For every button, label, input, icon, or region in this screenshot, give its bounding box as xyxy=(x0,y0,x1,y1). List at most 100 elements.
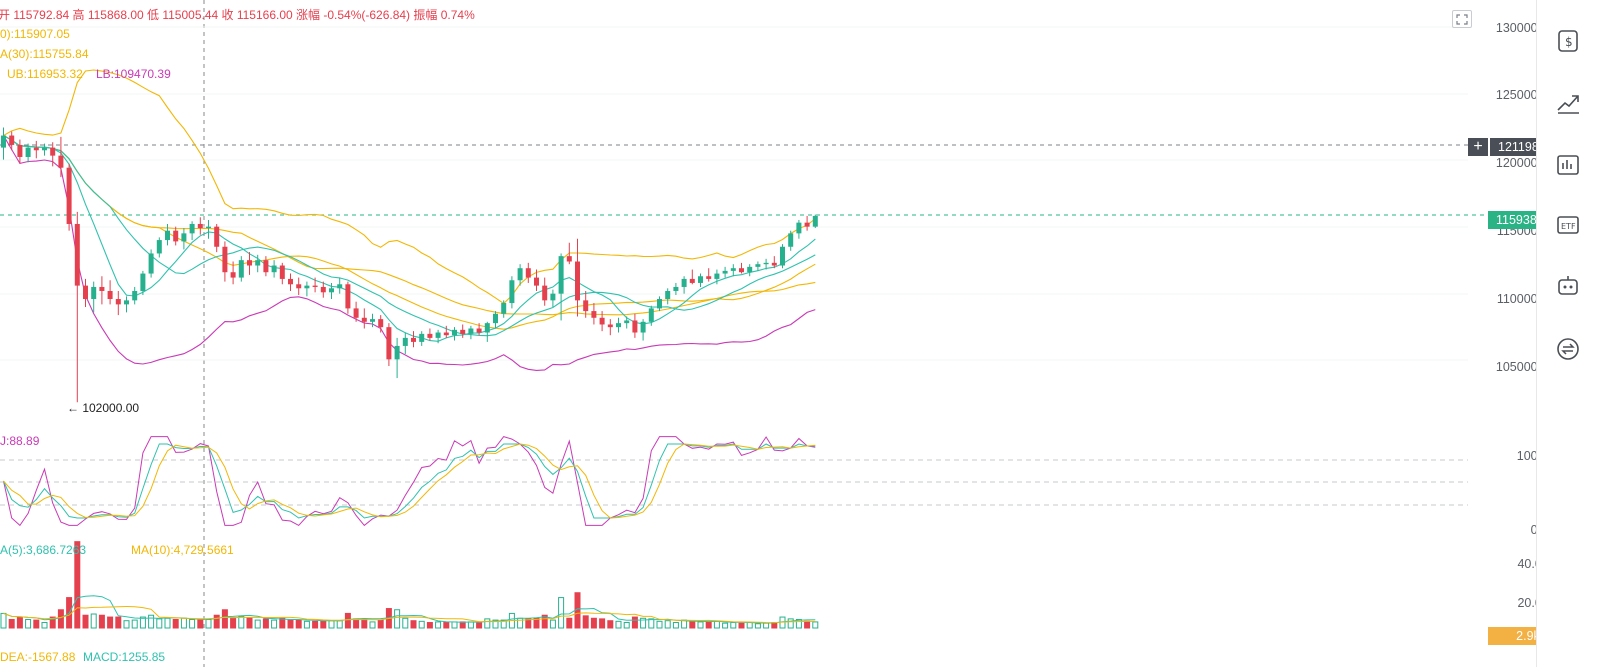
svg-text:$: $ xyxy=(1565,35,1573,49)
candle-body xyxy=(681,278,687,287)
candle-body xyxy=(42,147,47,151)
candle-body xyxy=(132,290,138,301)
candle-body xyxy=(107,290,113,300)
volume-bar xyxy=(254,619,261,629)
volume-bar xyxy=(221,609,228,629)
volume-bar xyxy=(418,620,425,629)
candle-body xyxy=(337,284,343,289)
candle-body xyxy=(812,215,818,227)
candle-body xyxy=(320,286,326,293)
grid-layer xyxy=(0,0,1488,667)
candles-layer xyxy=(1,127,818,403)
vol-ma5-readout: A(5):3,686.7263 xyxy=(0,543,87,557)
swap-icon[interactable] xyxy=(1555,336,1581,362)
ma-readout-2: A(30):115755.84 xyxy=(0,47,89,61)
volume-bar xyxy=(664,620,671,629)
candle-body xyxy=(509,280,515,304)
volume-bar xyxy=(262,618,269,629)
expand-chart-button[interactable] xyxy=(1452,10,1472,28)
etf-icon[interactable]: ETF xyxy=(1555,212,1581,238)
candle-body xyxy=(804,222,810,227)
volume-bar xyxy=(287,619,294,629)
volume-bar xyxy=(746,622,753,629)
boll-lb-readout: LB:109470.39 xyxy=(96,67,171,81)
candle-body xyxy=(386,327,392,360)
volume-bar xyxy=(582,615,589,629)
volume-bar xyxy=(697,621,704,629)
candle-body xyxy=(534,277,539,286)
macd-readout: MACD:1255.85 xyxy=(83,650,166,664)
candle-body xyxy=(222,246,228,273)
candle-body xyxy=(394,345,400,360)
candle-body xyxy=(501,303,507,314)
volume-bar xyxy=(197,619,204,629)
volume-bar xyxy=(148,614,155,629)
volume-bar xyxy=(492,619,499,629)
candle-body xyxy=(632,320,638,333)
volume-bar xyxy=(328,620,335,629)
candle-body xyxy=(345,284,351,309)
candle-body xyxy=(599,317,605,325)
volume-bar xyxy=(377,619,384,629)
candle-body xyxy=(378,319,384,328)
candle-body xyxy=(788,233,794,247)
trend-up-icon[interactable] xyxy=(1555,90,1581,116)
candle-body xyxy=(255,260,261,266)
candle-body xyxy=(247,260,252,266)
candle-body xyxy=(230,272,236,278)
crosshair-plus-button[interactable]: + xyxy=(1468,138,1488,156)
candle-body xyxy=(279,265,285,279)
volume-bar xyxy=(246,617,253,629)
candle-body xyxy=(74,223,80,286)
candle-body xyxy=(370,319,375,322)
dollar-doc-icon[interactable]: $ xyxy=(1555,28,1581,54)
candle-body xyxy=(730,268,736,271)
volume-bar xyxy=(402,617,409,629)
volume-bar xyxy=(123,620,130,629)
candle-body xyxy=(468,328,474,334)
expand-icon xyxy=(1456,14,1468,25)
candle-body xyxy=(304,285,310,289)
indicator-lines xyxy=(3,69,816,527)
candle-body xyxy=(91,286,97,300)
volume-bar xyxy=(484,618,491,629)
volume-bar xyxy=(164,617,171,629)
candle-body xyxy=(558,256,564,294)
candle-body xyxy=(402,337,408,346)
volume-bar xyxy=(279,617,286,629)
volume-bar xyxy=(738,622,745,629)
candle-body xyxy=(689,278,695,283)
volume-bar xyxy=(459,621,466,629)
candle-body xyxy=(616,323,621,328)
candle-body xyxy=(329,288,334,293)
bar-chart-icon[interactable] xyxy=(1555,152,1581,178)
volume-bar xyxy=(312,620,319,629)
low-price-marker: ← 102000.00 xyxy=(67,401,140,415)
volume-bar xyxy=(451,621,458,629)
ma-readout-1: 0):115907.05 xyxy=(0,27,70,41)
candle-body xyxy=(33,147,39,151)
candle-body xyxy=(443,332,449,336)
volume-bar xyxy=(336,620,343,629)
candle-body xyxy=(165,230,170,241)
volume-bar xyxy=(172,618,179,629)
kdj-readout: J:88.89 xyxy=(0,434,40,448)
kdj-k-line xyxy=(3,443,816,519)
volume-bar xyxy=(131,619,138,629)
candle-body xyxy=(148,253,154,274)
volume-bar xyxy=(500,619,507,629)
candle-body xyxy=(763,262,769,265)
candle-body xyxy=(739,268,744,273)
ma7-line xyxy=(3,135,816,342)
volume-bar xyxy=(426,622,433,629)
vol-ma10-readout: MA(10):4,729.5661 xyxy=(131,543,234,557)
candle-body xyxy=(591,311,597,318)
candle-body xyxy=(66,167,72,224)
candle-body xyxy=(583,300,589,312)
candle-body xyxy=(419,333,425,342)
volume-bar xyxy=(763,622,770,629)
candle-body xyxy=(50,147,56,156)
candle-body xyxy=(714,273,720,279)
robot-icon[interactable] xyxy=(1555,272,1581,298)
